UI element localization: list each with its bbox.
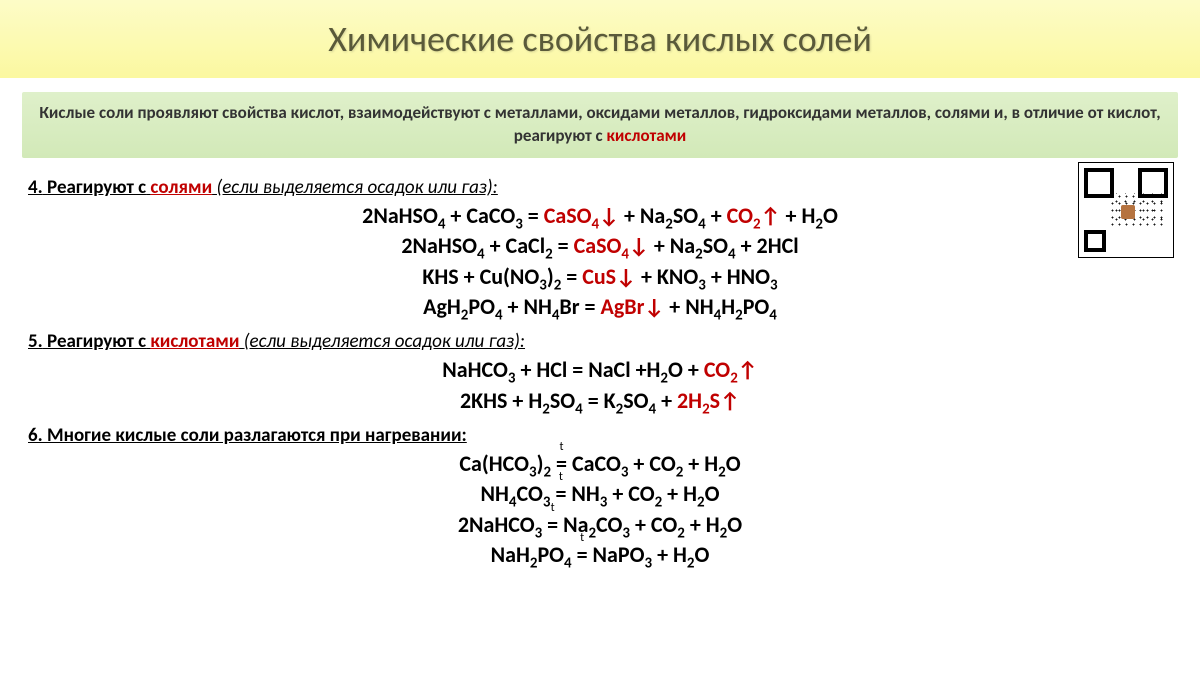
section-5-head: 5. Реагируют с кислотами (если выделяетс…: [28, 330, 1172, 353]
section-4-verb: Реагируют с: [47, 176, 146, 199]
equation: AgH2PO4 + NH4Br = AgBr↓ + NH4H2PO4: [28, 292, 1172, 322]
section-4-num: 4.: [28, 176, 43, 199]
section-5-verb: Реагируют с: [47, 330, 146, 353]
equation: NH4CO3 = NH3 + CO2 + H2O: [28, 479, 1172, 509]
intro-box: Кислые соли проявляют свойства кислот, в…: [22, 92, 1178, 158]
page-title: Химические свойства кислых солей: [328, 17, 872, 61]
section-5-keyword: кислотами: [150, 330, 239, 353]
qr-code-icon: [1078, 162, 1174, 258]
section-5-num: 5.: [28, 330, 43, 353]
intro-text: Кислые соли проявляют свойства кислот, в…: [39, 102, 1160, 146]
section-6-head: 6. Многие кислые соли разлагаются при на…: [28, 424, 1172, 447]
section-5-equations: NaHCO3 + HCl = NaCl +H2O + CO2↑ 2KHS + H…: [28, 355, 1172, 416]
title-bar: Химические свойства кислых солей: [0, 0, 1200, 78]
section-4-keyword: солями: [150, 176, 212, 199]
section-4-note: (если выделяется осадок или газ):: [216, 176, 497, 199]
equation: Ca(HCO3)2 = CaCO3 + CO2 + H2O: [28, 449, 1172, 479]
section-4-equations: 2NaHSO4 + CaCO3 = CaSO4↓ + Na2SO4 + CO2↑…: [28, 201, 1172, 322]
section-4-head: 4. Реагируют с солями (если выделяется о…: [28, 176, 1172, 199]
section-5-note: (если выделяется осадок или газ):: [244, 330, 525, 353]
equation: 2NaHSO4 + CaCO3 = CaSO4↓ + Na2SO4 + CO2↑…: [28, 201, 1172, 231]
intro-highlight: кислотами: [607, 125, 687, 146]
equation: 2KHS + H2SO4 = K2SO4 + 2H2S↑: [28, 386, 1172, 416]
equation: KHS + Cu(NO3)2 = CuS↓ + KNO3 + HNO3: [28, 262, 1172, 292]
equation: NaH2PO4 = NaPO3 + H2O: [28, 540, 1172, 570]
equation: 2NaHSO4 + CaCl2 = CaSO4↓ + Na2SO4 + 2HCl: [28, 231, 1172, 261]
section-6-equations: Ca(HCO3)2 = CaCO3 + CO2 + H2O NH4CO3 = N…: [28, 449, 1172, 570]
equation: NaHCO3 + HCl = NaCl +H2O + CO2↑: [28, 355, 1172, 385]
equation: 2NaHCO3 = Na2CO3 + CO2 + H2O: [28, 510, 1172, 540]
content-area: 4. Реагируют с солями (если выделяется о…: [0, 158, 1200, 571]
